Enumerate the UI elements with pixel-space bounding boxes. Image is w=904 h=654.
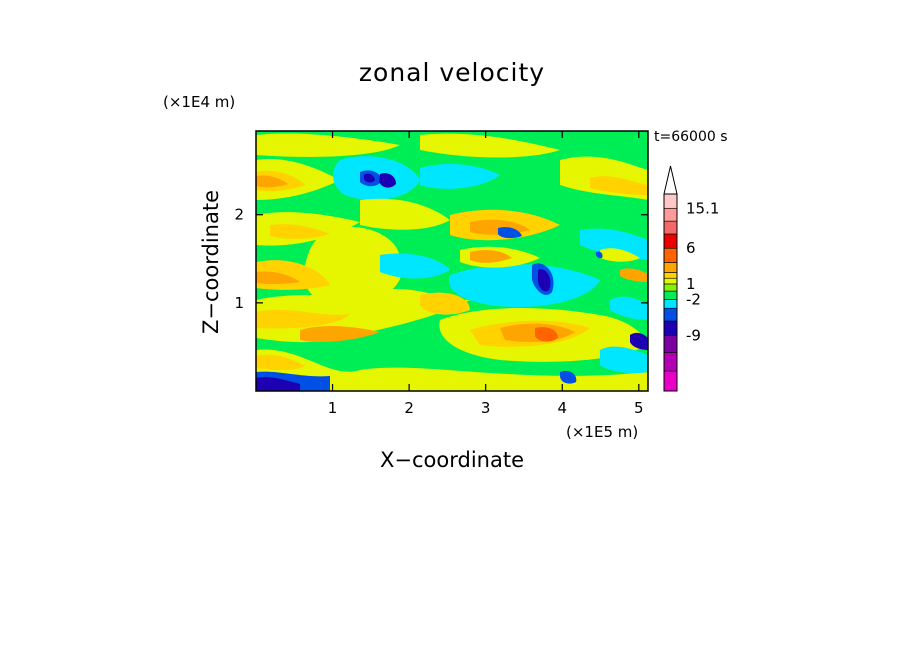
x-axis-ticks: 1 2 3 4 5 bbox=[328, 131, 644, 417]
x-tick-label: 4 bbox=[557, 399, 567, 417]
colorbar-level-label: 6 bbox=[686, 239, 696, 257]
plot-frame bbox=[255, 130, 649, 392]
y-tick-label: 2 bbox=[234, 206, 244, 224]
x-tick-label: 5 bbox=[634, 399, 644, 417]
colorbar-swatch bbox=[663, 283, 678, 292]
colorbar-swatch bbox=[663, 272, 678, 279]
y-axis-ticks: 12 bbox=[234, 206, 648, 312]
colorbar-swatch bbox=[663, 233, 678, 249]
colorbar-swatch bbox=[663, 277, 678, 285]
y-axis-unit: (×1E4 m) bbox=[163, 93, 236, 111]
colorbar-frame bbox=[663, 193, 678, 392]
time-label: t=66000 s bbox=[654, 129, 728, 145]
colorbar-swatch bbox=[663, 352, 678, 372]
colorbar-swatch bbox=[663, 290, 678, 300]
x-axis-unit: (×1E5 m) bbox=[566, 423, 639, 441]
colorbar-swatch bbox=[663, 220, 678, 235]
x-tick-label: 1 bbox=[328, 399, 338, 417]
velocity-field bbox=[256, 131, 648, 391]
colorbar-level-label: -9 bbox=[686, 326, 701, 344]
colorbar-swatch bbox=[663, 307, 678, 322]
colorbar-swatch bbox=[663, 335, 678, 353]
colorbar-swatch bbox=[663, 370, 678, 392]
colorbar-swatch bbox=[663, 207, 678, 222]
colorbar-level-label: 1 bbox=[686, 275, 696, 293]
colorbar-swatch bbox=[663, 262, 678, 273]
x-axis-label: X−coordinate bbox=[380, 448, 524, 472]
colorbar-swatch bbox=[663, 247, 678, 263]
chart-title: zonal velocity bbox=[358, 58, 546, 87]
y-tick-label: 1 bbox=[234, 294, 244, 312]
colorbar-swatch bbox=[663, 320, 678, 336]
x-tick-label: 2 bbox=[404, 399, 414, 417]
colorbar: -9 -21 6 15.1 bbox=[663, 165, 719, 392]
x-tick-label: 3 bbox=[481, 399, 491, 417]
colorbar-swatch bbox=[663, 193, 678, 209]
colorbar-level-label: -2 bbox=[686, 291, 701, 309]
colorbar-level-label: 15.1 bbox=[686, 199, 719, 217]
colorbar-swatch bbox=[663, 299, 678, 309]
colorbar-extend-arrow bbox=[663, 165, 678, 195]
